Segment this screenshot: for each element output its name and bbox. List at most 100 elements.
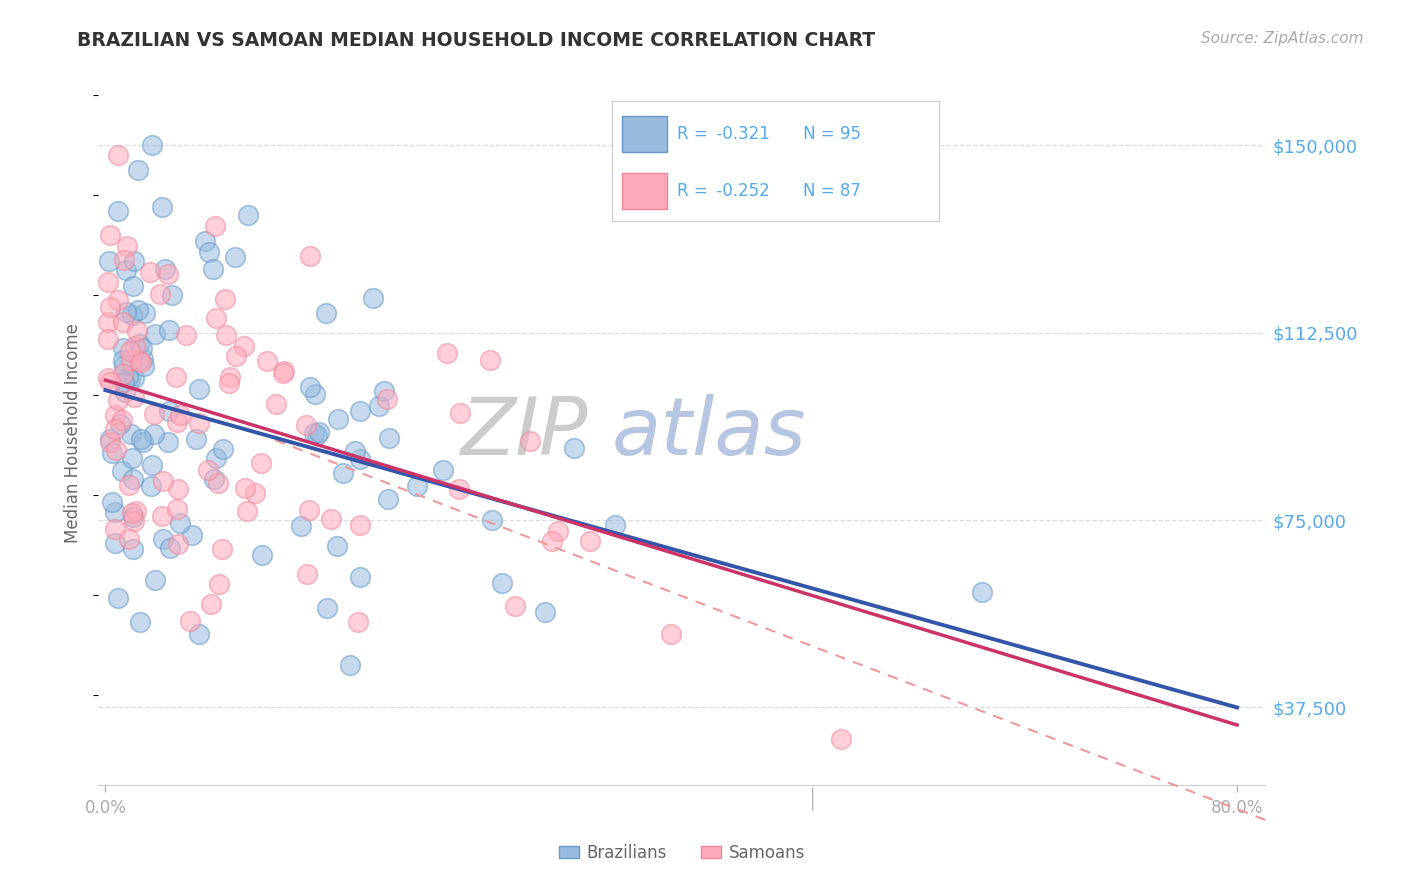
Point (159, 541, 181, 555)
Point (174, 328, 197, 343)
Point (224, 250, 246, 264)
Point (134, 359, 156, 373)
Point (124, 503, 146, 517)
Point (120, 352, 142, 367)
Point (307, 428, 329, 442)
Point (659, 627, 682, 641)
Point (111, 464, 134, 478)
Point (319, 512, 342, 526)
Point (121, 510, 143, 524)
Point (143, 574, 166, 588)
Point (373, 384, 395, 398)
Point (188, 627, 211, 641)
Point (101, 494, 124, 508)
Point (349, 517, 371, 532)
Point (249, 456, 271, 470)
Point (367, 399, 389, 413)
Point (295, 567, 318, 582)
Point (107, 204, 129, 219)
Point (122, 279, 145, 293)
Point (547, 524, 569, 538)
Point (112, 316, 135, 330)
Point (127, 162, 149, 177)
Point (108, 417, 131, 431)
Point (112, 375, 135, 389)
Point (271, 366, 294, 380)
Point (120, 372, 142, 386)
Point (98, 375, 121, 389)
Point (107, 591, 129, 606)
Point (200, 598, 222, 612)
Point (100, 227, 122, 242)
Point (238, 208, 260, 222)
Point (204, 219, 226, 233)
Point (114, 384, 136, 399)
Point (118, 532, 141, 546)
Point (122, 390, 145, 404)
Point (124, 338, 146, 352)
Text: atlas: atlas (612, 393, 807, 472)
Point (349, 404, 371, 418)
Point (129, 432, 152, 446)
Point (302, 425, 325, 440)
Point (225, 349, 247, 363)
Point (294, 418, 316, 433)
Point (233, 482, 256, 496)
Point (166, 502, 188, 516)
Point (104, 535, 127, 549)
Point (375, 392, 398, 406)
Point (252, 548, 274, 562)
Point (98, 435, 121, 450)
Point (104, 523, 127, 537)
Point (98, 432, 121, 446)
Point (143, 326, 166, 341)
Point (127, 303, 149, 318)
Point (97, 254, 120, 268)
Point (167, 537, 190, 551)
Point (290, 518, 312, 533)
Point (150, 201, 173, 215)
Point (264, 397, 287, 411)
Point (121, 308, 143, 322)
Point (122, 472, 145, 486)
Legend: Brazilians, Samoans: Brazilians, Samoans (553, 837, 811, 868)
Point (141, 138, 163, 153)
Point (111, 413, 134, 427)
Point (97, 332, 120, 346)
Point (328, 412, 350, 426)
Point (197, 245, 219, 260)
Point (298, 503, 321, 517)
Point (149, 286, 172, 301)
Point (112, 252, 135, 267)
Point (339, 658, 361, 673)
Point (169, 408, 191, 422)
Point (533, 605, 555, 619)
Point (152, 533, 174, 547)
Point (112, 358, 135, 372)
Point (214, 292, 236, 306)
Point (505, 599, 527, 613)
Point (202, 261, 225, 276)
Point (194, 234, 217, 248)
Point (432, 463, 454, 477)
Point (347, 615, 370, 630)
Point (436, 345, 458, 359)
Point (562, 442, 585, 456)
Point (972, 584, 994, 599)
Point (449, 483, 471, 497)
Point (197, 462, 219, 476)
Point (157, 435, 180, 450)
Text: ZIP: ZIP (461, 393, 589, 472)
Point (165, 369, 187, 384)
Point (129, 355, 152, 369)
Point (603, 517, 626, 532)
Point (134, 305, 156, 319)
Point (107, 293, 129, 308)
Point (491, 575, 513, 590)
Point (105, 443, 128, 458)
Point (120, 427, 142, 442)
Point (326, 539, 349, 553)
Point (142, 427, 165, 442)
Point (204, 472, 226, 486)
Point (316, 600, 339, 615)
